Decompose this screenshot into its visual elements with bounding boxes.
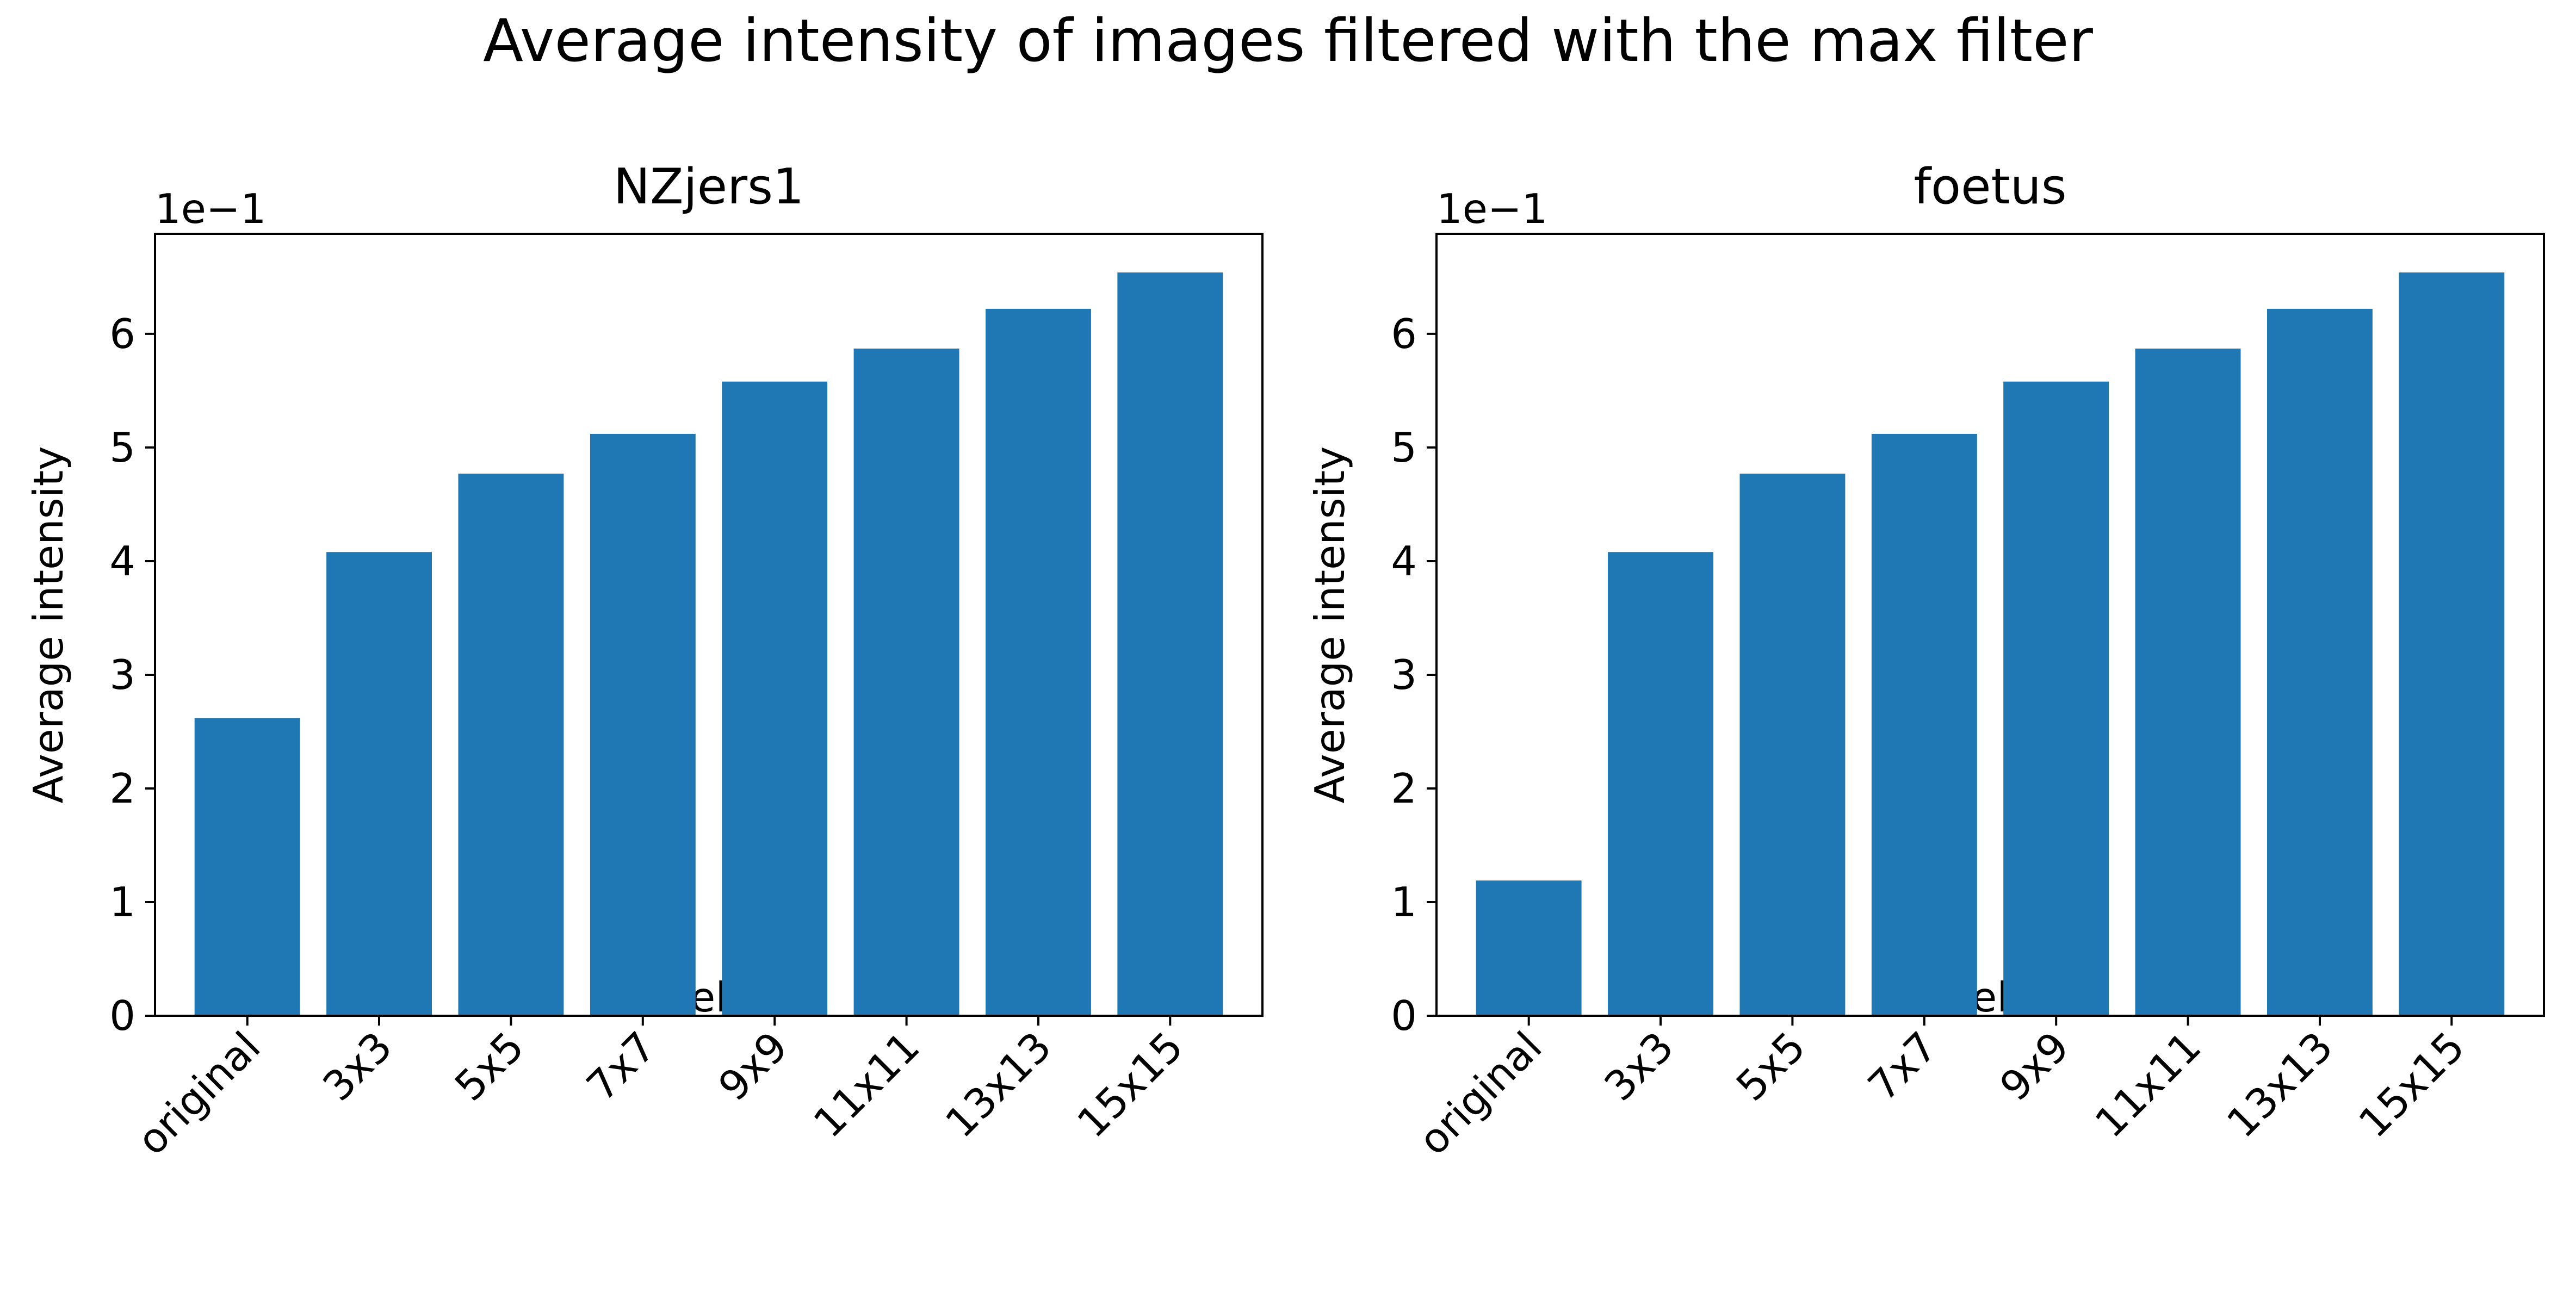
y-tick-label: 0 (109, 992, 135, 1040)
bar-original (1476, 880, 1582, 1016)
y-tick-label: 1 (1391, 878, 1417, 926)
bar-9x9 (2003, 381, 2109, 1016)
y-tick-label: 2 (109, 765, 135, 812)
bar-9x9 (722, 381, 828, 1016)
bar-7x7 (1871, 433, 1977, 1016)
y-offset-label: 1e−1 (155, 185, 266, 233)
y-tick-label: 5 (109, 424, 135, 471)
y-tick-label: 5 (1391, 424, 1417, 471)
y-axis-label: Average intensity (1306, 446, 1354, 804)
y-tick-label: 4 (1391, 537, 1417, 585)
bar-15x15 (1117, 272, 1223, 1016)
y-offset-label: 1e−1 (1436, 185, 1547, 233)
y-tick-label: 2 (1391, 765, 1417, 812)
y-tick-label: 4 (109, 537, 135, 585)
y-tick-label: 0 (1391, 992, 1417, 1040)
bar-13x13 (986, 308, 1091, 1016)
y-tick-label: 3 (109, 651, 135, 699)
bar-3x3 (326, 552, 432, 1016)
bar-15x15 (2399, 272, 2505, 1016)
axes-frame (1435, 233, 2545, 1017)
bar-7x7 (590, 433, 696, 1016)
chart-title: NZjers1 (614, 158, 804, 215)
bar-5x5 (1739, 474, 1846, 1016)
bar-11x11 (853, 349, 959, 1016)
y-axis-label: Average intensity (24, 446, 72, 804)
chart-title: foetus (1914, 158, 2066, 215)
bar-original (194, 718, 300, 1016)
y-tick-label: 6 (1391, 310, 1417, 358)
y-tick-label: 3 (1391, 651, 1417, 699)
figure-title: Average intensity of images filtered wit… (483, 7, 2093, 75)
y-tick-label: 1 (109, 878, 135, 926)
bar-3x3 (1608, 552, 1713, 1016)
chart-panel-nzjers1: NZjers1 1e−1 Average intensity Kernel si… (24, 158, 1264, 1164)
bar-13x13 (2267, 308, 2373, 1016)
bar-11x11 (2135, 349, 2241, 1016)
bar-5x5 (458, 474, 564, 1016)
axes-frame (154, 233, 1264, 1017)
y-tick-label: 6 (109, 310, 135, 358)
